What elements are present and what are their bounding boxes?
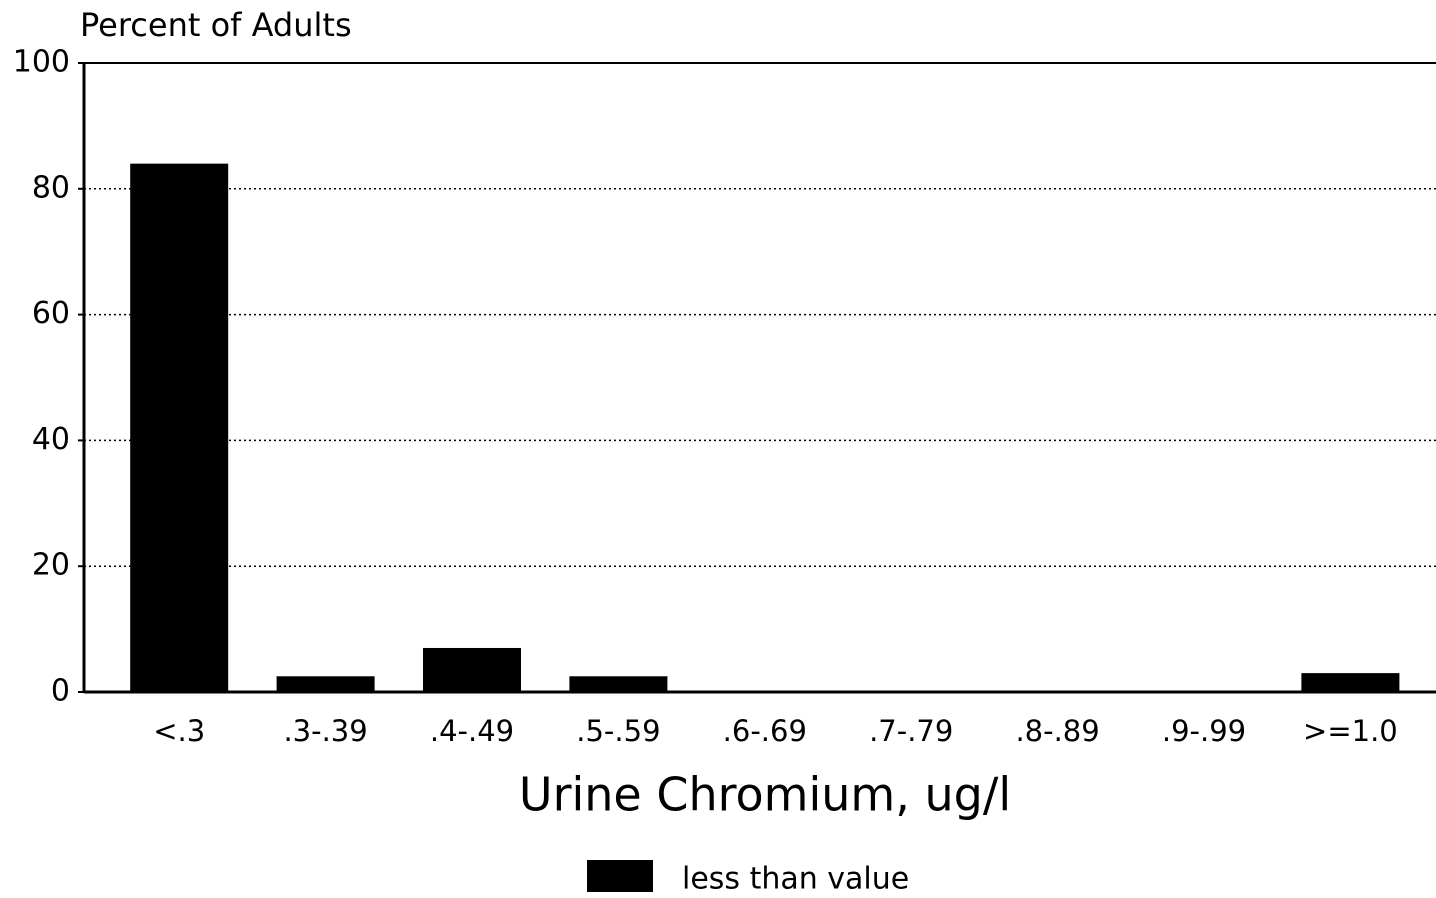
y-tick-label: 80: [32, 170, 70, 205]
y-tick-label: 40: [32, 422, 70, 457]
bar: [569, 676, 668, 692]
bar: [423, 647, 521, 692]
x-tick-label: .9-.99: [1162, 714, 1246, 748]
legend-label: less than value: [682, 862, 909, 897]
x-tick-label: <.3: [153, 714, 205, 748]
x-tick-label: .3-.39: [283, 714, 367, 748]
bar: [276, 676, 375, 692]
x-tick-label: .8-.89: [1015, 714, 1099, 748]
bar: [1301, 673, 1400, 692]
x-axis-label: Urine Chromium, ug/l: [519, 768, 1011, 822]
y-tick-label: 100: [13, 45, 70, 80]
bar: [130, 163, 229, 692]
x-tick-label: .7-.79: [869, 714, 953, 748]
x-tick-label: >=1.0: [1303, 714, 1398, 748]
legend-swatch: [587, 860, 653, 892]
y-tick-label: 0: [51, 674, 70, 709]
x-tick-label: .5-.59: [576, 714, 660, 748]
x-tick-label: .6-.69: [723, 714, 807, 748]
y-axis-label: Percent of Adults: [80, 6, 352, 44]
x-tick-label: .4-.49: [430, 714, 514, 748]
y-tick-label: 20: [32, 548, 70, 583]
y-tick-label: 60: [32, 296, 70, 331]
